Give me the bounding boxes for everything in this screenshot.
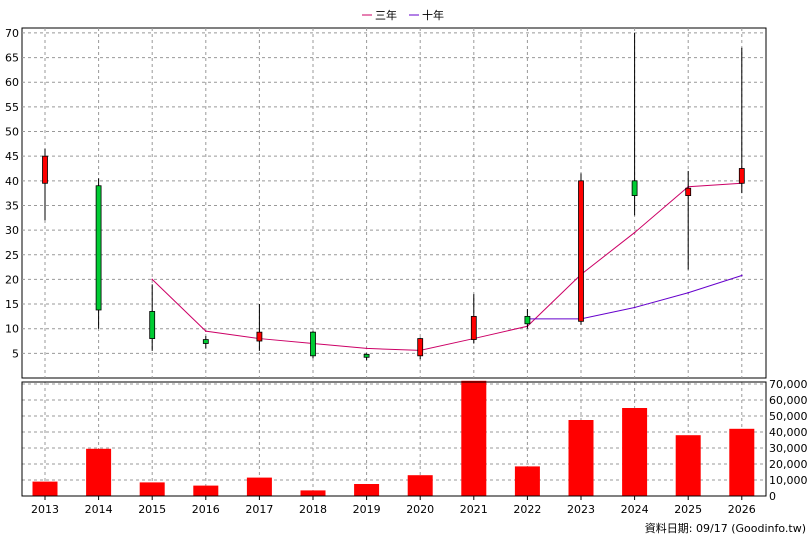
volume-bar: [622, 408, 648, 496]
volume-bar: [300, 490, 326, 496]
price-tick-label: 50: [5, 126, 19, 139]
price-tick-label: 65: [5, 52, 19, 65]
volume-bar: [729, 428, 755, 496]
price-tick-label: 55: [5, 101, 19, 114]
price-tick-label: 30: [5, 224, 19, 237]
candle-body: [470, 315, 477, 340]
x-tick-label: 2020: [406, 503, 434, 516]
series-point: [151, 278, 153, 281]
price-tick-label: 70: [5, 27, 19, 40]
x-tick-label: 2025: [674, 503, 702, 516]
candle-body: [310, 331, 316, 357]
volume-tick-label: 70,000: [769, 378, 808, 391]
volume-bar: [246, 477, 272, 496]
series-point: [205, 330, 207, 332]
price-tick-label: 60: [5, 76, 19, 89]
volume-panel: 0 10,000 20,000 30,000 40,000 50,000 60,000 70,…: [21, 378, 808, 503]
price-tick-label: 35: [5, 199, 19, 212]
series-point: [365, 347, 368, 350]
volume-bar: [675, 435, 701, 496]
x-tick-label: 2022: [513, 503, 541, 516]
x-tick-label: 2018: [299, 503, 327, 516]
price-tick-label: 40: [5, 175, 19, 188]
series-point: [633, 231, 636, 234]
price-plot-frame: [21, 27, 767, 379]
volume-tick-label: 50,000: [769, 410, 808, 423]
volume-bar: [139, 482, 165, 496]
volume-bar: [514, 466, 540, 496]
series-point: [741, 274, 743, 277]
candle-body: [578, 180, 584, 322]
volume-tick-label: 0: [769, 490, 776, 503]
legend-label-10yr: 十年: [422, 8, 444, 22]
x-tick-label: 2015: [138, 503, 166, 516]
x-tick-label: 2023: [567, 503, 595, 516]
footer-source: 資料日期: 09/17 (Goodinfo.tw): [645, 521, 806, 535]
candle-body: [95, 185, 102, 311]
price-tick-label: 25: [5, 249, 19, 262]
legend: 三年 十年: [362, 8, 444, 22]
price-tick-label: 10: [5, 323, 19, 336]
volume-plot-frame: [21, 381, 767, 497]
volume-bar: [32, 481, 58, 496]
volume-bar: [86, 448, 112, 496]
volume-bar: [568, 420, 594, 496]
series-line-3yr: [151, 182, 742, 351]
volume-tick-label: 40,000: [769, 426, 808, 439]
x-axis: 2013 2014 2015 2016 2017 2018 2019 2020 2021 2022…: [31, 496, 756, 516]
volume-bar: [193, 485, 219, 496]
candle-body: [256, 331, 263, 342]
price-tick-label: 15: [5, 298, 19, 311]
candle-body: [738, 168, 745, 184]
legend-label-3yr: 三年: [375, 8, 397, 22]
volume-bar: [461, 380, 487, 496]
price-tick-label: 45: [5, 150, 19, 163]
candle-body: [685, 187, 692, 197]
volume-tick-label: 20,000: [769, 458, 808, 471]
volume-bar: [407, 475, 433, 496]
candle-body: [149, 311, 156, 339]
candle-body: [417, 338, 424, 357]
candle-body: [363, 353, 370, 358]
series-point: [633, 306, 636, 309]
candle-body: [42, 155, 48, 184]
volume-tick-label: 30,000: [769, 442, 808, 455]
x-tick-label: 2019: [353, 503, 381, 516]
volume-tick-label: 10,000: [769, 474, 808, 487]
x-tick-label: 2021: [460, 503, 488, 516]
x-tick-label: 2013: [31, 503, 59, 516]
volume-tick-label: 60,000: [769, 394, 808, 407]
candle-body: [631, 180, 638, 197]
candle-body: [202, 339, 209, 344]
x-tick-label: 2017: [245, 503, 273, 516]
x-tick-label: 2026: [728, 503, 756, 516]
price-tick-label: 20: [5, 273, 19, 286]
volume-plot-border: [21, 381, 767, 497]
series-point: [687, 291, 689, 294]
price-tick-label: 5: [12, 347, 19, 360]
x-tick-label: 2014: [85, 503, 113, 516]
price-panel: 5 10 15 20 25 30 35 40 45 50 55 60 65 70: [5, 27, 767, 379]
volume-bar: [354, 484, 380, 496]
x-tick-label: 2024: [621, 503, 649, 516]
x-tick-label: 2016: [192, 503, 220, 516]
candle-body: [524, 315, 531, 325]
